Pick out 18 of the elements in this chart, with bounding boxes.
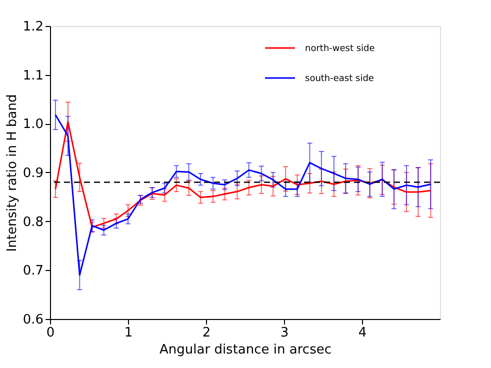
y-tick-label: 1.1 — [22, 68, 44, 84]
legend-label: south-east side — [305, 74, 374, 84]
y-tick-label: 0.8 — [22, 214, 44, 230]
y-axis-title: Intensity ratio in H band — [4, 94, 20, 252]
y-tick-label: 1.2 — [22, 20, 44, 34]
line-series — [54, 114, 432, 276]
x-tick-label: 4 — [358, 326, 367, 340]
x-tick-label: 3 — [280, 326, 289, 340]
y-tick-label: 1.0 — [22, 117, 44, 132]
x-tick-label: 2 — [202, 326, 211, 340]
x-tick-label: 1 — [124, 326, 133, 340]
legend-label: north-west side — [305, 44, 376, 54]
y-tick-label: 0.6 — [22, 312, 44, 328]
y-tick-label: 0.9 — [22, 166, 44, 181]
y-tick-label: 0.7 — [22, 264, 44, 279]
x-axis-title: Angular distance in arcsec — [160, 342, 332, 358]
line-series — [54, 120, 432, 228]
x-tick-label: 0 — [46, 326, 55, 340]
